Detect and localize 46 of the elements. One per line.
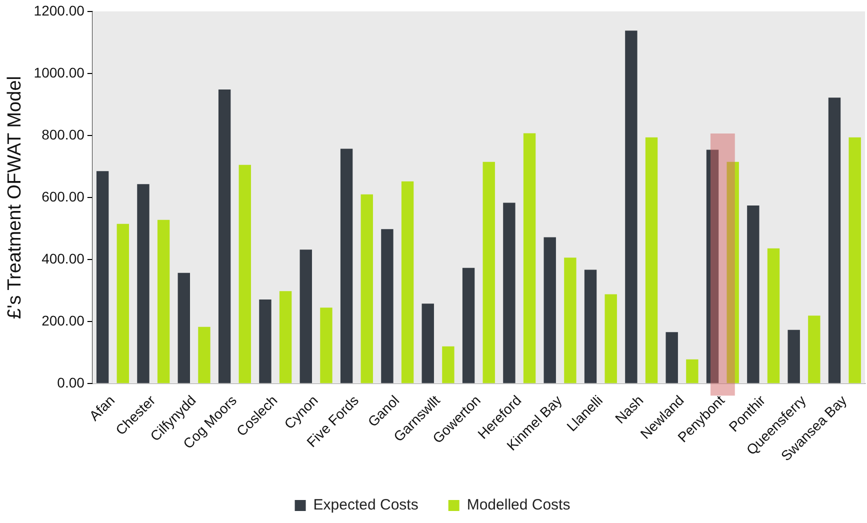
bar xyxy=(96,171,109,384)
bar xyxy=(523,133,536,384)
bar xyxy=(686,359,698,384)
bar xyxy=(503,202,516,384)
bar xyxy=(625,30,638,384)
legend-label: Modelled Costs xyxy=(466,496,570,514)
bar xyxy=(666,332,678,384)
bar xyxy=(482,162,495,384)
bar xyxy=(381,229,394,384)
bar xyxy=(604,294,617,384)
bar xyxy=(767,248,780,384)
bar xyxy=(645,137,658,384)
bar xyxy=(116,224,130,384)
legend-label: Expected Costs xyxy=(313,496,418,514)
bar xyxy=(422,304,434,384)
bar xyxy=(198,326,210,384)
y-tick-label: 1200.00 xyxy=(34,2,85,18)
bar xyxy=(300,250,312,384)
bar xyxy=(442,346,454,384)
bar xyxy=(259,300,272,384)
bar xyxy=(462,268,475,384)
bar xyxy=(218,90,231,384)
y-tick-label: 0.00 xyxy=(57,374,85,390)
bar xyxy=(848,137,861,384)
y-tick-label: 400.00 xyxy=(42,250,85,266)
bar xyxy=(584,270,597,384)
bar xyxy=(137,184,150,384)
bar xyxy=(360,194,373,384)
bar xyxy=(788,330,800,384)
y-axis-title: £'s Treatment OFWAT Model xyxy=(4,76,26,319)
bar xyxy=(238,164,251,384)
y-tick-label: 600.00 xyxy=(42,188,85,204)
bar xyxy=(808,316,820,384)
bar xyxy=(828,98,841,384)
y-tick-label: 200.00 xyxy=(42,312,85,328)
bar xyxy=(564,258,576,384)
y-tick-label: 1000.00 xyxy=(34,64,85,80)
bar xyxy=(320,308,332,384)
bar xyxy=(747,206,760,384)
bar xyxy=(157,220,170,384)
bar xyxy=(401,181,414,384)
y-tick-label: 800.00 xyxy=(42,126,85,142)
bar xyxy=(178,272,190,384)
bar xyxy=(544,237,556,384)
bar xyxy=(340,148,353,384)
bar xyxy=(279,291,292,384)
